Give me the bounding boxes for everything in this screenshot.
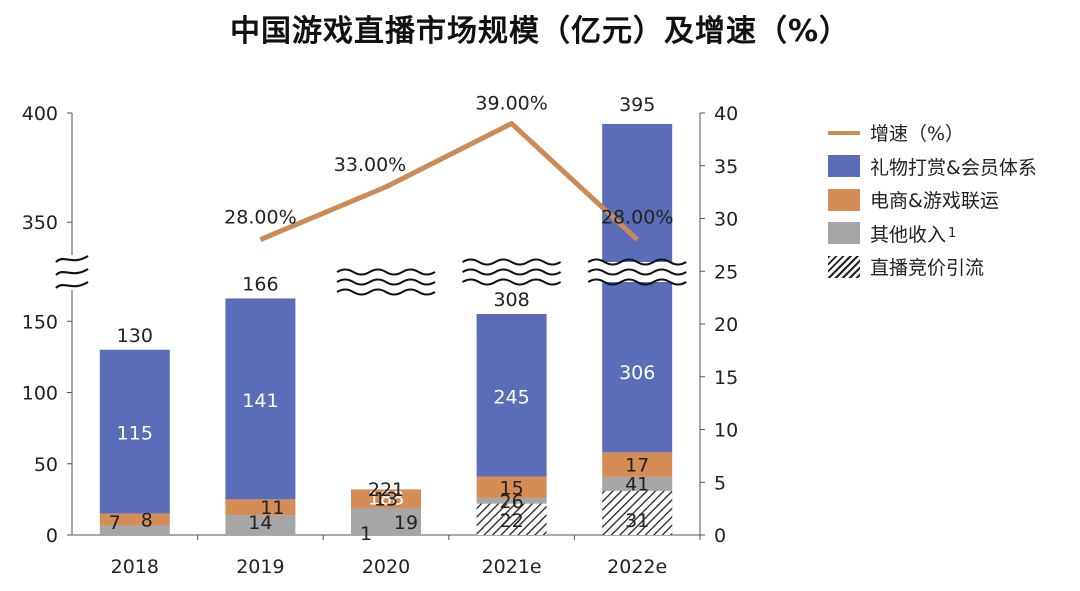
axis-break-wave bbox=[587, 278, 687, 286]
left-axis-tick-label: 350 bbox=[22, 212, 58, 234]
axis-break-wave bbox=[336, 278, 436, 286]
total-data-label: 130 bbox=[117, 325, 153, 347]
x-axis-tick-label: 2018 bbox=[111, 556, 159, 578]
legend-label: 其他收入 bbox=[870, 223, 947, 246]
bar-segment-ecommerce bbox=[602, 452, 673, 477]
bar-segment-bid-traffic bbox=[602, 490, 673, 535]
right-axis-tick-label: 5 bbox=[714, 472, 726, 494]
x-axis-tick-label: 2021e bbox=[482, 556, 542, 578]
gift-data-label: 188 bbox=[368, 488, 404, 510]
legend-swatch bbox=[828, 255, 860, 278]
right-axis-tick-label: 40 bbox=[714, 103, 738, 125]
growth-data-label: 28.00% bbox=[601, 207, 673, 229]
other-income-data-label: 19 bbox=[394, 512, 418, 534]
right-axis-tick-label: 25 bbox=[714, 261, 738, 283]
bar-segment-other-income bbox=[99, 525, 170, 535]
axis-break-wave bbox=[336, 288, 436, 296]
legend-item: 礼物打赏&会员体系 bbox=[828, 150, 1037, 184]
left-axis-break-mark bbox=[55, 255, 89, 263]
extra-data-label: 1 bbox=[360, 523, 372, 545]
bar-segment-ecommerce bbox=[99, 513, 170, 526]
legend-swatch bbox=[828, 130, 860, 135]
right-axis-tick-label: 30 bbox=[714, 209, 738, 231]
bar-segment-ecommerce bbox=[225, 499, 296, 516]
total-data-label: 395 bbox=[619, 94, 655, 116]
axis-break-wave bbox=[462, 278, 562, 286]
legend-item: 电商&游戏联运 bbox=[828, 183, 1037, 217]
growth-data-label: 33.00% bbox=[334, 154, 406, 176]
bar-segment-gift-membership bbox=[99, 349, 170, 514]
right-axis-tick-label: 10 bbox=[714, 420, 738, 442]
left-axis-tick-label: 0 bbox=[46, 525, 58, 547]
other-income-data-label: 7 bbox=[109, 512, 121, 534]
gift-data-label: 245 bbox=[493, 386, 529, 408]
legend-label: 增速（%） bbox=[870, 123, 965, 146]
legend-label: 电商&游戏联运 bbox=[870, 190, 999, 213]
right-axis-tick-label: 15 bbox=[714, 367, 738, 389]
axis-break-wave bbox=[462, 268, 562, 276]
legend-footnote-mark: 1 bbox=[948, 225, 957, 241]
bar-segment-ecommerce bbox=[351, 489, 421, 508]
other-income-data-label: 26 bbox=[500, 491, 524, 513]
x-axis-tick-label: 2020 bbox=[362, 556, 410, 578]
axis-break-wave bbox=[587, 258, 687, 266]
x-axis-tick-label: 2022e bbox=[607, 556, 667, 578]
ecommerce-data-label: 11 bbox=[260, 497, 284, 519]
legend-item: 增速（%） bbox=[828, 116, 1037, 150]
x-axis-tick-label: 2019 bbox=[236, 556, 284, 578]
legend-swatch bbox=[828, 188, 860, 211]
right-axis-tick-label: 0 bbox=[714, 525, 726, 547]
bar-segment-other-income bbox=[225, 515, 296, 535]
legend-label: 直播竞价引流 bbox=[870, 257, 985, 280]
left-axis-break-mark bbox=[55, 281, 89, 289]
legend-swatch bbox=[828, 222, 860, 245]
ecommerce-data-label: 8 bbox=[141, 509, 153, 531]
left-axis-tick-label: 150 bbox=[22, 311, 58, 333]
bid-traffic-data-label: 22 bbox=[500, 510, 524, 532]
bar-segment-other-income bbox=[351, 507, 421, 535]
growth-data-label: 39.00% bbox=[475, 93, 547, 115]
legend: 增速（%） 礼物打赏&会员体系 电商&游戏联运 其他收入 1 直播竞价引流 bbox=[828, 116, 1037, 284]
right-axis-tick-label: 35 bbox=[714, 156, 738, 178]
legend-item: 其他收入 1 bbox=[828, 217, 1037, 251]
other-income-data-label: 14 bbox=[248, 512, 272, 534]
growth-data-label: 28.00% bbox=[224, 207, 296, 229]
chart-title: 中国游戏直播市场规模（亿元）及增速（%） bbox=[229, 14, 851, 49]
bar-segment-bid-traffic bbox=[476, 503, 547, 535]
ecommerce-data-label: 13 bbox=[374, 489, 398, 511]
legend-swatch bbox=[828, 155, 860, 178]
ecommerce-data-label: 15 bbox=[500, 477, 524, 499]
ecommerce-data-label: 17 bbox=[625, 454, 649, 476]
legend-item: 直播竞价引流 bbox=[828, 250, 1037, 284]
left-axis-break-mark bbox=[55, 268, 89, 276]
gift-data-label: 141 bbox=[242, 390, 278, 412]
growth-line bbox=[259, 121, 639, 242]
bar-segment-gift-membership bbox=[602, 123, 673, 453]
axis-break-wave bbox=[587, 268, 687, 276]
total-data-label: 166 bbox=[242, 273, 278, 295]
axis-break-wave bbox=[336, 268, 436, 276]
left-axis-tick-label: 400 bbox=[22, 103, 58, 125]
bar-segment-ecommerce bbox=[476, 476, 547, 498]
bar-segment-gift-membership bbox=[476, 313, 547, 477]
gift-data-label: 306 bbox=[619, 362, 655, 384]
axis-break-wave bbox=[462, 258, 562, 266]
gift-data-label: 115 bbox=[117, 423, 153, 445]
bar-segment-gift-membership bbox=[225, 298, 296, 500]
right-axis-tick-label: 20 bbox=[714, 314, 738, 336]
bid-traffic-data-label: 31 bbox=[625, 510, 649, 532]
total-data-label: 221 bbox=[368, 479, 404, 501]
left-axis-tick-label: 50 bbox=[34, 454, 58, 476]
other-income-data-label: 41 bbox=[625, 474, 649, 496]
total-data-label: 308 bbox=[493, 289, 529, 311]
left-axis-tick-label: 100 bbox=[22, 383, 58, 405]
legend-label: 礼物打赏&会员体系 bbox=[870, 156, 1037, 179]
